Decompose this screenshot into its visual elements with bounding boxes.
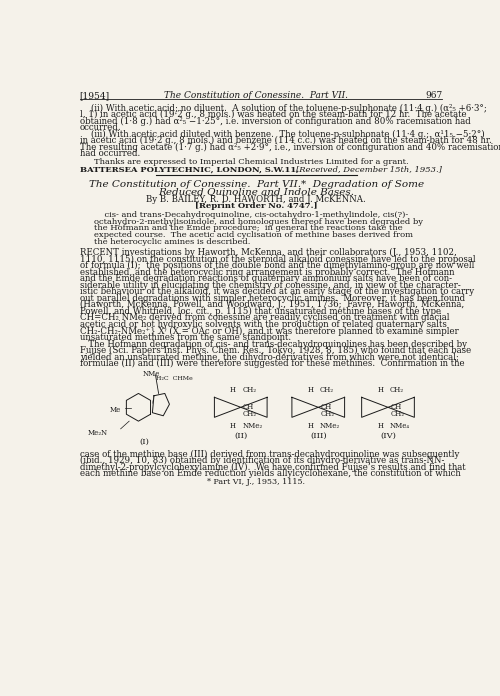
- Text: unsaturated methines from the same standpoint.: unsaturated methines from the same stand…: [80, 333, 290, 342]
- Text: CH₂-CH₂-NMe₂⁺} X⁾ (X = OAc or OH), and it was therefore planned to examine simpl: CH₂-CH₂-NMe₂⁺} X⁾ (X = OAc or OH), and i…: [80, 326, 458, 335]
- Text: BATTERSEA POLYTECHNIC, LONDON, S.W.11.: BATTERSEA POLYTECHNIC, LONDON, S.W.11.: [80, 166, 298, 173]
- Text: H: H: [230, 422, 236, 430]
- Text: expected course.  The acetic acid cyclisation of methine bases derived from: expected course. The acetic acid cyclisa…: [94, 231, 412, 239]
- Text: in acetic acid (19·2 g., 8 mols.) and benzene (114 c.c.) was heated on the steam: in acetic acid (19·2 g., 8 mols.) and be…: [80, 136, 492, 145]
- Text: (Haworth, McKenna, Powell, and Woodward, J., 1951, 1736;  Favre, Haworth, McKenn: (Haworth, McKenna, Powell, and Woodward,…: [80, 300, 464, 310]
- Text: (ii) With acetic acid; no diluent.  A solution of the toluene-p-sulphonate (11·4: (ii) With acetic acid; no diluent. A sol…: [80, 104, 486, 113]
- Text: (IV): (IV): [380, 432, 396, 440]
- Text: obtained (1·8 g.) had α²₅ −1·25°, i.e. inversion of configuration and 80% racemi: obtained (1·8 g.) had α²₅ −1·25°, i.e. i…: [80, 117, 470, 126]
- Text: By B. BAILEY, R. D. HAWORTH, and J. McKENNA.: By B. BAILEY, R. D. HAWORTH, and J. McKE…: [146, 195, 366, 204]
- Text: H: H: [308, 386, 314, 394]
- Text: cis- and trans-Decahydroquinoline, cis-octahydro-1-methylindole, cis(?)-: cis- and trans-Decahydroquinoline, cis-o…: [94, 212, 408, 219]
- Text: siderable utility in elucidating the chemistry of conessine, and, in view of the: siderable utility in elucidating the che…: [80, 280, 460, 290]
- Text: Me₂N: Me₂N: [88, 429, 108, 437]
- Text: Thanks are expressed to Imperial Chemical Industries Limited for a grant.: Thanks are expressed to Imperial Chemica…: [94, 158, 408, 166]
- Text: Reduced Quinoline and Indole Bases.: Reduced Quinoline and Indole Bases.: [158, 187, 354, 196]
- Text: NMe₄: NMe₄: [390, 422, 409, 430]
- Text: CH=CH₂ NMe₂ derived from conessine are readily cyclised on treatment with glacia: CH=CH₂ NMe₂ derived from conessine are r…: [80, 313, 449, 322]
- Text: NMe: NMe: [143, 370, 160, 379]
- Text: [1954]: [1954]: [80, 91, 110, 100]
- Text: CH: CH: [320, 404, 332, 411]
- Text: of formula (I);  the positions of the double bond and the dimethylamino-group ar: of formula (I); the positions of the dou…: [80, 261, 474, 270]
- Text: * Part VI, J., 1953, 1115.: * Part VI, J., 1953, 1115.: [208, 478, 305, 486]
- Text: [Received, December 15th, 1953.]: [Received, December 15th, 1953.]: [296, 166, 442, 173]
- Text: CH: CH: [390, 404, 402, 411]
- Text: established, and the heterocyclic ring arrangement is probably correct.  The Hof: established, and the heterocyclic ring a…: [80, 267, 454, 276]
- Text: CH₂: CH₂: [320, 386, 334, 394]
- Text: istic behaviour of the alkaloid, it was decided at an early stage of the investi: istic behaviour of the alkaloid, it was …: [80, 287, 473, 296]
- Text: NMe₂: NMe₂: [320, 422, 340, 430]
- Text: out parallel degradations with simpler heterocyclic amines.  Moreover, it has be: out parallel degradations with simpler h…: [80, 294, 464, 303]
- Text: The resulting acetate (1·7 g.) had α²₅ +2·9°, i.e., inversion of configuration a: The resulting acetate (1·7 g.) had α²₅ +…: [80, 143, 500, 152]
- Text: (I): (I): [139, 438, 149, 446]
- Text: acetic acid or hot hydroxylic solvents with the production of related quaternary: acetic acid or hot hydroxylic solvents w…: [80, 320, 446, 329]
- Text: RECENT investigations by Haworth, McKenna, and their collaborators (J., 1953, 11: RECENT investigations by Haworth, McKenn…: [80, 248, 456, 257]
- Text: occurred.: occurred.: [80, 123, 121, 132]
- Text: Me: Me: [110, 406, 120, 413]
- Text: octahydro-2-methylisoindole, and homologues thereof have been degraded by: octahydro-2-methylisoindole, and homolog…: [94, 218, 422, 226]
- Text: CH₂: CH₂: [390, 410, 404, 418]
- Text: NMe₂: NMe₂: [242, 422, 262, 430]
- Text: the heterocyclic amines is described.: the heterocyclic amines is described.: [94, 237, 250, 246]
- Text: The Constitution of Conessine.  Part VII.*  Degradation of Some: The Constitution of Conessine. Part VII.…: [88, 180, 424, 189]
- Text: and the Emde degradation reactions of quaternary ammonium salts have been of con: and the Emde degradation reactions of qu…: [80, 274, 452, 283]
- Text: (ibid., 1929, 10, 83) obtained by identification of its dihydro-derivative as tr: (ibid., 1929, 10, 83) obtained by identi…: [80, 456, 444, 466]
- Text: l, 1) in acetic acid (19·2 g., 8 mols.) was heated on the steam-bath for 12 hr. : l, 1) in acetic acid (19·2 g., 8 mols.) …: [80, 110, 466, 119]
- Text: CH₂: CH₂: [320, 410, 334, 418]
- Text: CH₂: CH₂: [390, 386, 404, 394]
- Text: yielded an unsaturated methine, the dihydro-derivatives from which were not iden: yielded an unsaturated methine, the dihy…: [80, 353, 458, 362]
- Text: The Constitution of Conessine.  Part VII.: The Constitution of Conessine. Part VII.: [164, 91, 348, 100]
- Text: The Hofmann degradation of cis- and trans-decahydroquinolines has been described: The Hofmann degradation of cis- and tran…: [80, 340, 466, 349]
- Text: [Reprint Order No. 4747.]: [Reprint Order No. 4747.]: [195, 203, 318, 210]
- Text: (iii) With acetic acid diluted with benzene.  The toluene-p-sulphonate (11·4 g.;: (iii) With acetic acid diluted with benz…: [80, 129, 484, 139]
- Text: H: H: [230, 386, 236, 394]
- Text: the Hofmann and the Emde procedure;  in general the reactions take the: the Hofmann and the Emde procedure; in g…: [94, 224, 402, 232]
- Text: dimethyl-2-propylcyclohexylamine (IV).  We have confirmed Fujise’s results and f: dimethyl-2-propylcyclohexylamine (IV). W…: [80, 463, 465, 472]
- Text: 1110, 1115) on the constitution of the steroidal alkaloid conessine have led to : 1110, 1115) on the constitution of the s…: [80, 255, 475, 264]
- Text: Powell, and Whitfield, loc. cit., p. 1115) that unsaturated methine bases of the: Powell, and Whitfield, loc. cit., p. 111…: [80, 307, 440, 316]
- Text: CH: CH: [243, 404, 254, 411]
- Text: (II): (II): [234, 432, 247, 440]
- Text: CH₂: CH₂: [242, 386, 256, 394]
- Text: CH₂: CH₂: [243, 410, 257, 418]
- Text: formulae (II) and (III) were therefore suggested for these methines.  Confirmati: formulae (II) and (III) were therefore s…: [80, 359, 464, 368]
- Text: case of the methine base (III) derived from trans-decahydroquinoline was subsequ: case of the methine base (III) derived f…: [80, 450, 459, 459]
- Text: (III): (III): [310, 432, 326, 440]
- Text: each methine base on Emde reduction yields allylcyclohexane, the constitution of: each methine base on Emde reduction yiel…: [80, 469, 460, 478]
- Text: had occurred.: had occurred.: [80, 150, 140, 159]
- Text: H₂C  CHMe: H₂C CHMe: [156, 376, 192, 381]
- Text: H: H: [378, 422, 384, 430]
- Text: H: H: [308, 422, 314, 430]
- Text: Fujise (Sci. Papers Inst. Phys. Chem. Res., Tokyo, 1928, 8, 185) who found that : Fujise (Sci. Papers Inst. Phys. Chem. Re…: [80, 346, 471, 355]
- Text: H: H: [378, 386, 384, 394]
- Text: 967: 967: [425, 91, 442, 100]
